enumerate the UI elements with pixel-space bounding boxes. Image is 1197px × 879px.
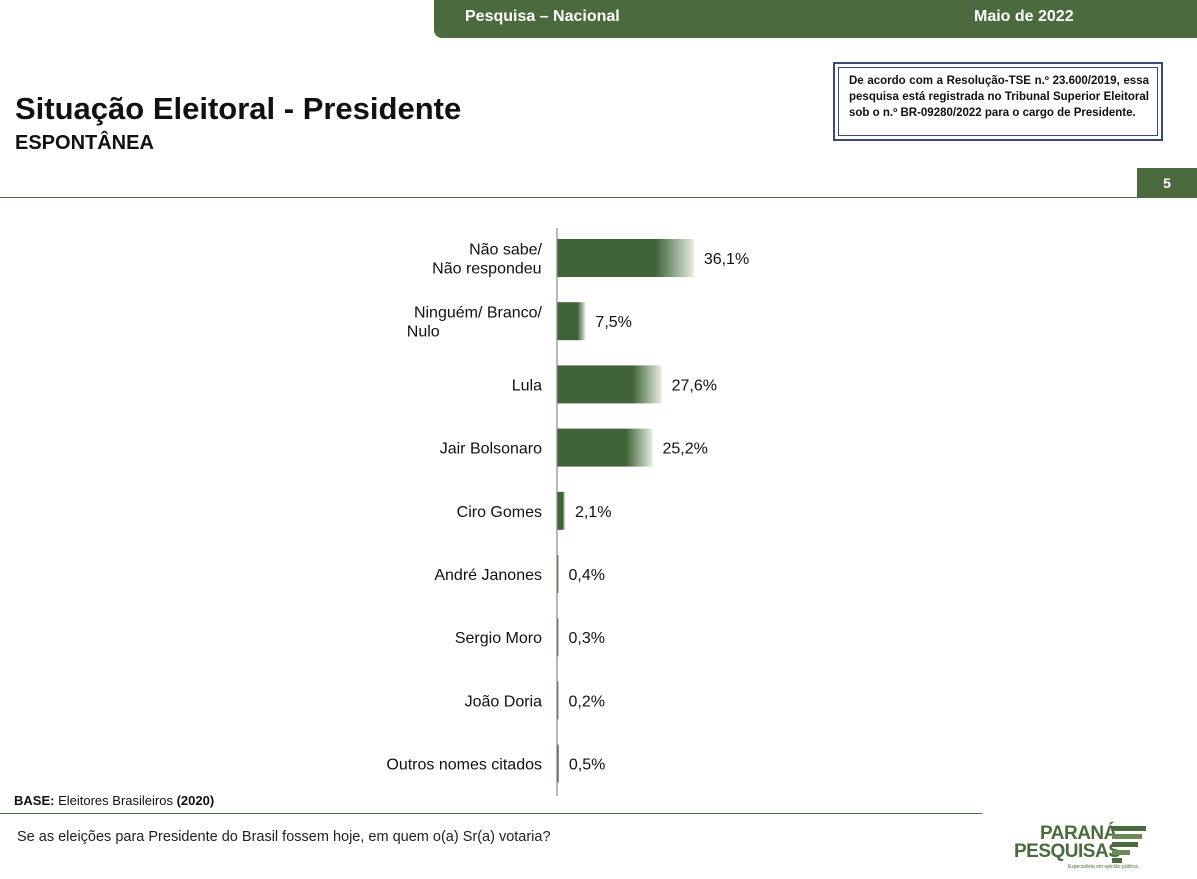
page-title: Situação Eleitoral - Presidente — [15, 91, 462, 126]
page-number: 5 — [1137, 168, 1197, 198]
category-label: Não sabe/Não respondeu — [432, 242, 542, 278]
footer-divider — [0, 813, 982, 814]
base-text: Eleitores Brasileiros — [58, 793, 173, 808]
bar — [557, 744, 559, 783]
category-label: Ninguém/ Branco/Nulo — [407, 305, 543, 341]
bar — [557, 681, 559, 720]
category-label: Ciro Gomes — [457, 504, 542, 521]
bar — [557, 555, 559, 593]
logo-bars-icon — [1112, 826, 1146, 863]
bar — [557, 302, 586, 341]
base-label: BASE: — [14, 793, 55, 808]
base-year: (2020) — [176, 793, 215, 808]
category-label-line: Não respondeu — [432, 261, 541, 278]
bar — [557, 239, 694, 277]
page-subtitle: ESPONTÂNEA — [15, 132, 154, 154]
bar — [557, 365, 662, 404]
base-note: BASE: Eleitores Brasileiros (2020) — [14, 793, 214, 808]
category-label: Lula — [512, 377, 542, 394]
value-label: 25,2% — [663, 441, 708, 458]
bar — [557, 491, 565, 530]
category-label: Outros nomes citados — [386, 757, 542, 774]
category-label: Sergio Moro — [455, 630, 542, 647]
category-label: Jair Bolsonaro — [440, 441, 542, 458]
survey-name: Pesquisa – Nacional — [465, 8, 620, 25]
category-label-line: Ninguém/ Branco/ — [414, 305, 543, 322]
value-label: 0,3% — [569, 630, 605, 647]
value-label: 0,4% — [569, 567, 605, 584]
category-label-line: Não sabe/ — [469, 242, 542, 259]
bar-chart: 36,1% Não sabe/Não respondeu 7,5% Ninguém/ … — [386, 228, 749, 796]
value-label: 36,1% — [704, 251, 749, 268]
logo-line1: PARANÁ — [1040, 823, 1117, 844]
logo-line2: PESQUISAS — [1014, 841, 1121, 862]
value-label: 2,1% — [575, 504, 611, 521]
header-band: Pesquisa – Nacional Maio de 2022 — [434, 0, 1197, 38]
survey-question: Se as eleições para Presidente do Brasil… — [17, 829, 551, 845]
category-label: João Doria — [465, 693, 542, 710]
header-divider — [0, 197, 1137, 198]
logo-tagline: Especialista em opinião pública. — [1068, 864, 1140, 870]
value-label: 0,2% — [569, 693, 605, 710]
tse-registration-text: De acordo com a Resolução-TSE n.º 23.600… — [838, 67, 1158, 136]
bar — [557, 618, 559, 657]
value-label: 7,5% — [595, 314, 631, 331]
category-label-line: Nulo — [407, 324, 440, 341]
bar — [557, 428, 653, 467]
survey-date: Maio de 2022 — [974, 8, 1074, 25]
category-label: André Janones — [434, 567, 542, 584]
parana-pesquisas-logo: PARANÁ PESQUISAS Especialista em opinião… — [1012, 823, 1152, 875]
value-label: 0,5% — [569, 757, 605, 774]
tse-registration-box: De acordo com a Resolução-TSE n.º 23.600… — [833, 62, 1163, 141]
value-label: 27,6% — [672, 377, 717, 394]
